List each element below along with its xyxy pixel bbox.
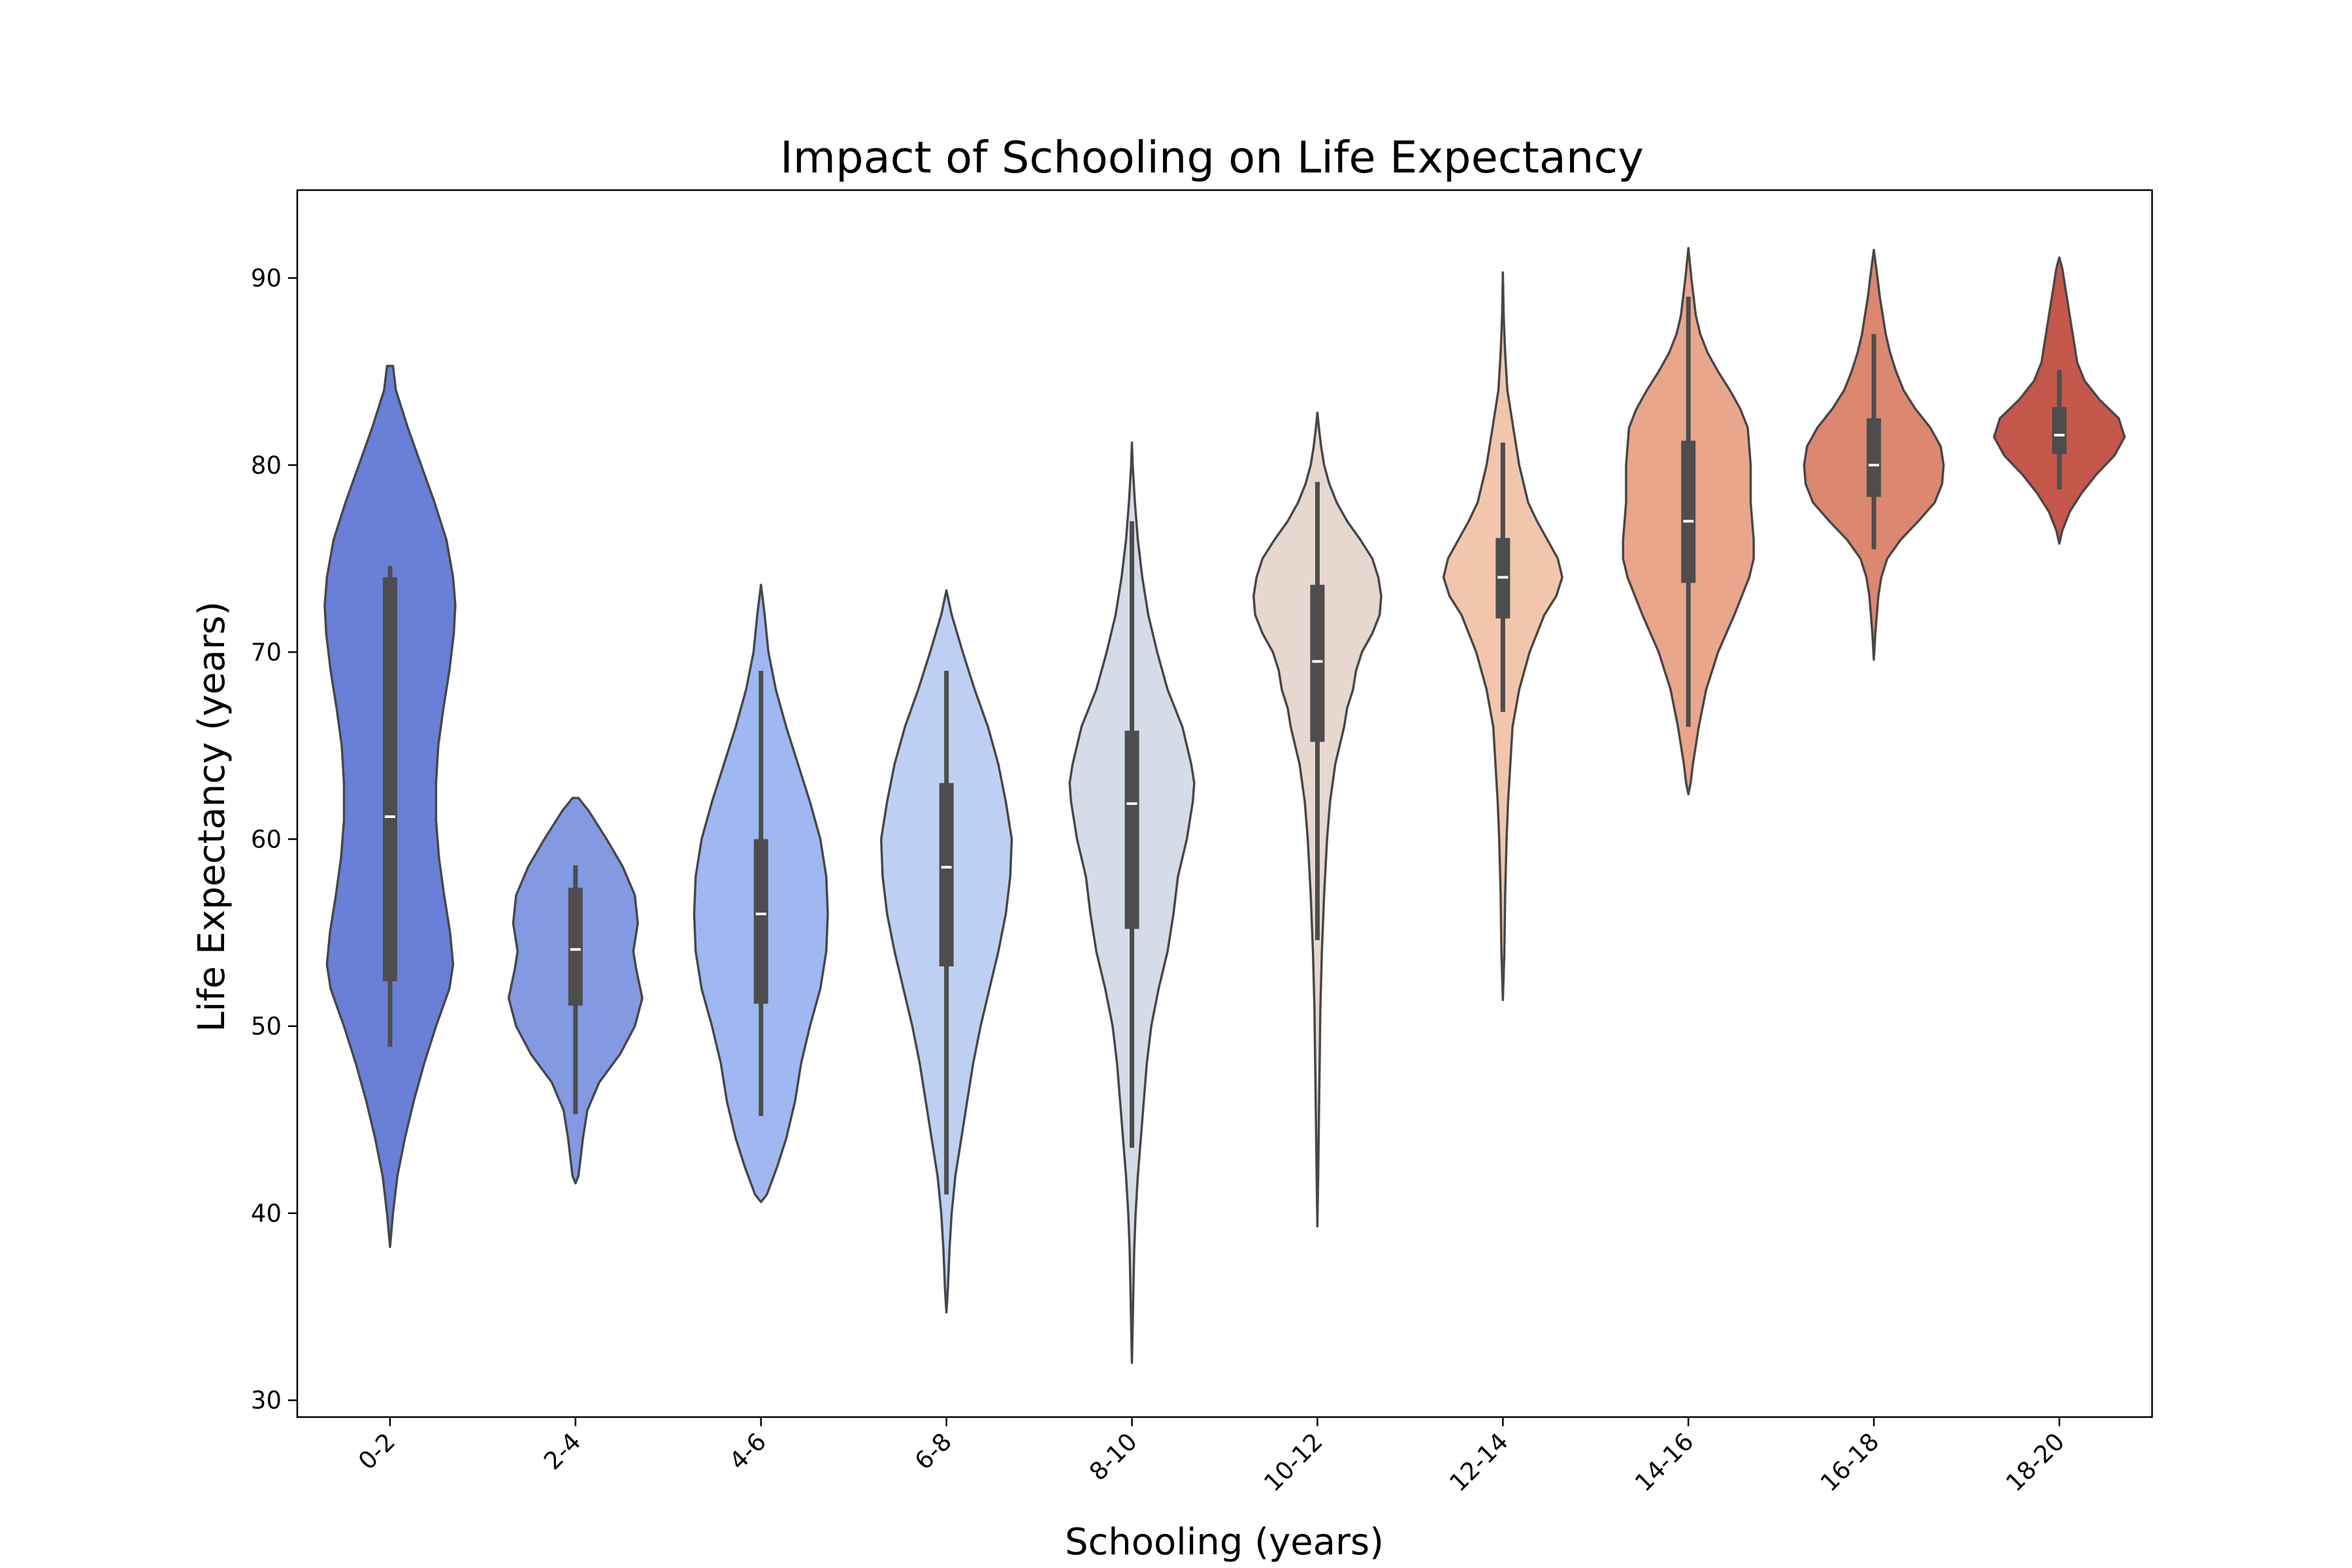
y-tick-label: 40 [251,1200,282,1228]
x-tick-label: 12-14 [1444,1428,1513,1497]
iqr-box-16-18 [1867,418,1882,497]
y-tick-label: 70 [251,638,282,666]
iqr-box-8-10 [1124,730,1139,929]
x-axis-label: Schooling (years) [1065,1521,1384,1563]
y-axis-label: Life Expectancy (years) [191,601,233,1032]
y-axis: 30 40 50 60 70 80 90 [251,265,297,1414]
x-axis: 0-2 2-4 4-6 6-8 8-10 10-12 12-14 14-16 16-18 18-2… [353,1417,2070,1497]
iqr-box-6-8 [939,783,954,967]
iqr-box-10-12 [1310,585,1325,742]
x-tick-label: 6-8 [909,1428,957,1475]
y-tick-label: 80 [251,451,282,480]
x-tick-label: 2-4 [538,1428,586,1475]
iqr-box-0-2 [382,577,397,981]
iqr-box-18-20 [2052,407,2067,454]
y-tick-label: 50 [251,1013,282,1041]
y-tick-label: 60 [251,825,282,853]
chart-title: Impact of Schooling on Life Expectancy [780,132,1644,183]
x-tick-label: 16-18 [1815,1428,1884,1497]
violins-layer [323,246,2126,1364]
x-tick-label: 0-2 [353,1428,400,1475]
x-tick-label: 10-12 [1258,1428,1328,1497]
y-tick-label: 30 [251,1386,282,1414]
y-tick-label: 90 [251,265,282,293]
x-tick-label: 8-10 [1084,1428,1143,1486]
iqr-box-14-16 [1681,440,1696,583]
x-tick-label: 18-20 [2001,1428,2070,1497]
x-tick-label: 4-6 [724,1428,772,1475]
x-tick-label: 14-16 [1629,1428,1699,1497]
plot-area-frame [296,189,2153,1418]
iqr-box-2-4 [568,887,583,1006]
iqr-box-4-6 [753,839,768,1004]
